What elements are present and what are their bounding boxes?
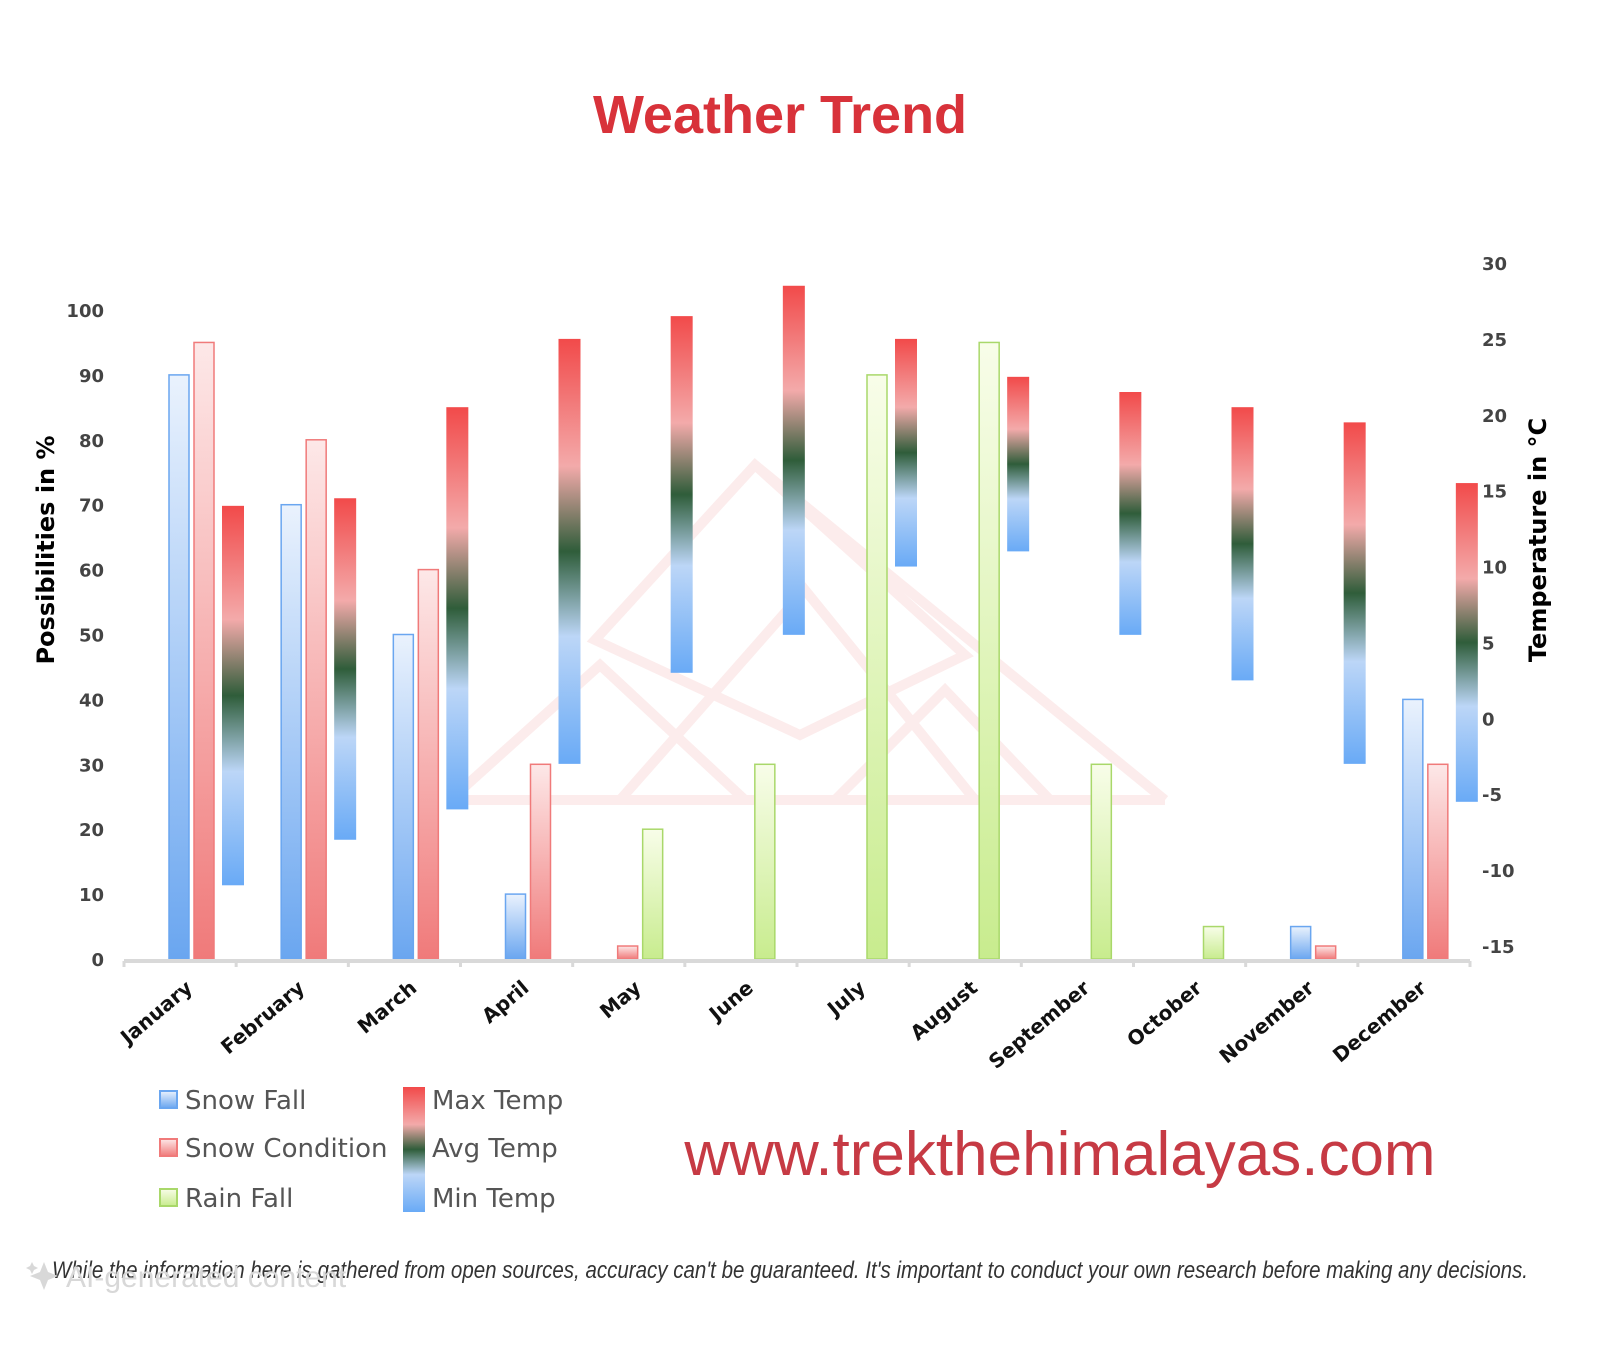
- chart-title: Weather Trend: [593, 85, 967, 145]
- snow-condition-bar: [417, 568, 440, 960]
- left-tick-label: 10: [79, 885, 104, 906]
- right-tick-label: 0: [1482, 709, 1495, 730]
- temperature-range-bar: [1231, 407, 1254, 681]
- ai-generated-watermark: AI-generated content: [66, 1261, 347, 1294]
- month-label: July: [821, 975, 870, 1021]
- left-tick-label: 90: [79, 366, 104, 387]
- snow-condition-bar: [305, 439, 327, 960]
- left-tick-label: 70: [79, 496, 104, 517]
- legend: Snow Fall Snow Condition Rain Fall Max Temp…: [159, 1086, 563, 1214]
- rain-fall-bar: [978, 341, 1000, 960]
- month-label: April: [477, 975, 533, 1028]
- rain-fall-bar: [1202, 925, 1225, 960]
- month-label: August: [906, 975, 983, 1045]
- temperature-range-bar: [446, 407, 469, 810]
- month-labels: January February March April May June July Augu…: [114, 975, 1431, 1073]
- temperature-range-bar: [222, 505, 244, 886]
- month-label: October: [1122, 975, 1206, 1051]
- month-label: January: [114, 975, 197, 1050]
- legend-swatch-snow-condition: [159, 1138, 178, 1157]
- disclaimer-text: While the information here is gathered f…: [52, 1257, 1528, 1284]
- left-tick-label: 20: [79, 820, 104, 841]
- legend-label: Avg Temp: [432, 1134, 558, 1164]
- right-axis-ticks: -15 -10 -5 0 5 10 15 20 25 30: [1482, 254, 1515, 958]
- left-tick-label: 0: [91, 950, 104, 971]
- left-axis-label: Possibilities in %: [32, 435, 60, 664]
- snow-condition-bar: [1427, 763, 1449, 960]
- mountain-logo-watermark: [446, 457, 1169, 805]
- bars: [168, 341, 1449, 960]
- snow-fall-bar: [280, 503, 302, 960]
- snow-condition-bar: [1314, 945, 1337, 960]
- rain-fall-bar: [1090, 763, 1113, 960]
- temperature-bars: [222, 285, 1478, 886]
- rain-fall-bar: [754, 763, 776, 960]
- month-label: March: [353, 975, 422, 1038]
- left-tick-label: 80: [79, 431, 104, 452]
- month-label: February: [216, 975, 309, 1058]
- snow-fall-bar: [504, 893, 527, 960]
- right-tick-label: 5: [1482, 633, 1495, 654]
- right-axis-label: Temperature in °C: [1524, 418, 1552, 662]
- temperature-range-bar: [1343, 422, 1366, 764]
- temperature-range-bar: [558, 338, 581, 764]
- left-tick-label: 100: [66, 301, 104, 322]
- website-url: www.trekthehimalayas.com: [683, 1120, 1435, 1189]
- left-tick-label: 40: [79, 690, 104, 711]
- temperature-range-bar: [782, 285, 805, 635]
- month-label: June: [703, 975, 758, 1026]
- left-tick-label: 60: [79, 561, 104, 582]
- sparkle-icon: [26, 1262, 58, 1290]
- legend-swatch-temperature: [403, 1087, 425, 1212]
- legend-label: Rain Fall: [185, 1184, 293, 1214]
- month-label: November: [1215, 975, 1319, 1068]
- right-tick-label: 25: [1482, 330, 1507, 351]
- snow-fall-bar: [1402, 698, 1424, 960]
- left-axis-ticks: 0 10 20 30 40 50 60 70 80 90 100: [66, 301, 104, 971]
- legend-label: Min Temp: [432, 1184, 556, 1214]
- month-label: December: [1328, 975, 1431, 1067]
- left-tick-label: 50: [79, 626, 104, 647]
- temperature-range-bar: [670, 316, 693, 673]
- right-tick-label: 15: [1482, 482, 1507, 503]
- snow-condition-bar: [193, 341, 215, 960]
- temperature-range-bar: [1007, 376, 1030, 552]
- temperature-range-bar: [1119, 392, 1142, 635]
- temperature-range-bar: [1455, 483, 1478, 802]
- snow-fall-bar: [1289, 925, 1312, 960]
- snow-fall-bar: [392, 633, 415, 960]
- month-label: September: [984, 975, 1095, 1073]
- right-tick-label: 10: [1482, 558, 1507, 579]
- snow-fall-bar: [168, 374, 190, 960]
- right-tick-label: 20: [1482, 406, 1507, 427]
- legend-label: Snow Fall: [185, 1086, 306, 1116]
- right-tick-label: 30: [1482, 254, 1507, 275]
- right-tick-label: -10: [1482, 861, 1515, 882]
- temperature-range-bar: [895, 338, 917, 567]
- snow-condition-bar: [616, 945, 639, 960]
- rain-fall-bar: [641, 828, 664, 960]
- legend-swatch-snow-fall: [159, 1090, 178, 1109]
- legend-label: Max Temp: [432, 1086, 563, 1116]
- rain-fall-bar: [866, 374, 888, 960]
- temperature-range-bar: [334, 498, 357, 840]
- x-axis-tick-marks: [122, 961, 1472, 967]
- right-tick-label: -15: [1482, 937, 1515, 958]
- legend-label: Snow Condition: [185, 1134, 388, 1164]
- left-tick-label: 30: [79, 755, 104, 776]
- legend-swatch-rain-fall: [159, 1188, 178, 1207]
- snow-condition-bar: [529, 763, 552, 960]
- month-label: May: [595, 975, 646, 1023]
- right-tick-label: -5: [1482, 785, 1502, 806]
